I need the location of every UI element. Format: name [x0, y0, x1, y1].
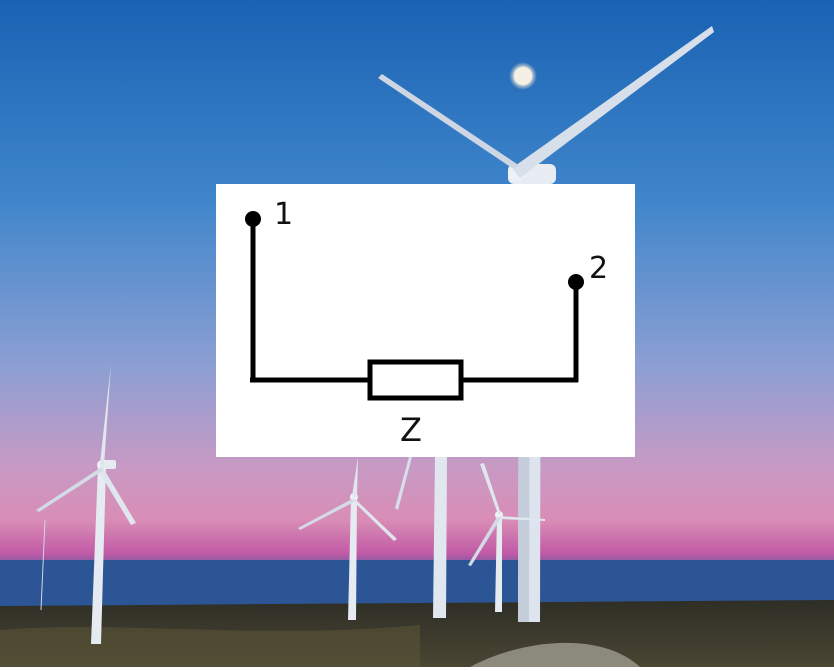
circuit-diagram-panel: 1 2 Z [216, 184, 635, 457]
impedance-box [367, 359, 464, 401]
terminal-2-label: 2 [589, 251, 609, 286]
terminal-1-label: 1 [274, 197, 294, 232]
terminal-1-dot [245, 211, 261, 227]
turbine-right-small [468, 463, 545, 612]
turbine-left [36, 364, 136, 644]
dirt-road [470, 642, 640, 667]
turbine-center [395, 457, 447, 618]
sea [0, 560, 834, 608]
grass-patch [0, 625, 420, 667]
circuit-diagram [245, 211, 584, 401]
terminal-2-dot [568, 274, 584, 290]
impedance-label: Z [400, 411, 422, 449]
moon-disc [514, 67, 532, 85]
turbine-center-left [298, 457, 397, 620]
